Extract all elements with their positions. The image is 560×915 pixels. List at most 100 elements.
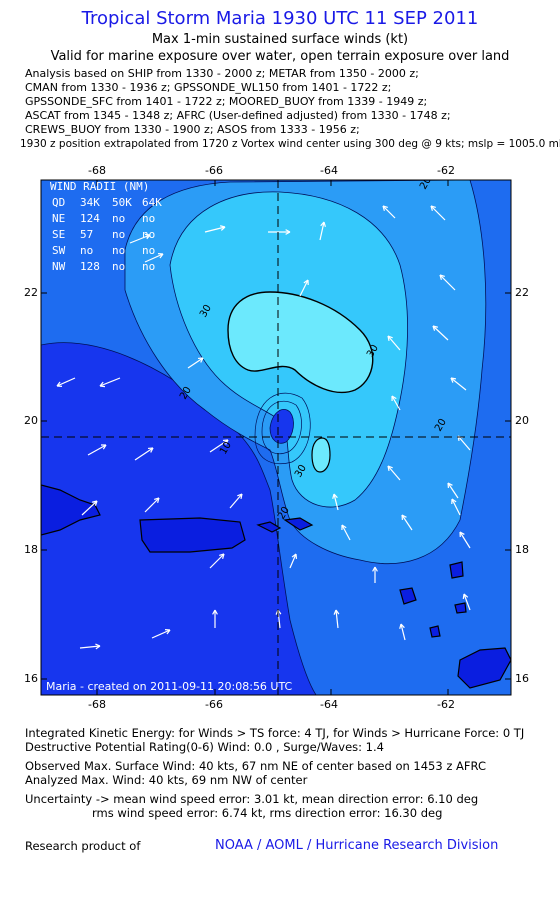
wind-radii-title: WIND RADII (NM)	[50, 180, 149, 193]
wind-radii-cell: no	[142, 260, 155, 273]
wind-arrow-head	[447, 482, 453, 486]
wind-arrow-head	[240, 493, 243, 500]
wind-arrow	[204, 226, 226, 233]
wind-arrow	[457, 435, 471, 451]
wind-arrow	[430, 205, 446, 221]
virgin-islands-outline	[256, 517, 314, 533]
contour-label: 20	[418, 175, 434, 192]
wind-arrow	[400, 623, 406, 641]
wind-radii-cell: no	[112, 244, 125, 257]
wind-arrow-head	[387, 465, 393, 469]
lon-tick-bottom: -68	[88, 698, 106, 711]
wind-arrow-head	[387, 335, 393, 339]
dpr-text: Destructive Potential Rating(0-6) Wind: …	[25, 740, 384, 754]
lon-tick-bottom: -62	[437, 698, 455, 711]
contour-40kt	[227, 291, 374, 394]
wind-radii-cell: no	[142, 228, 155, 241]
wind-arrow-head	[387, 465, 390, 472]
wind-arrow-head	[320, 221, 325, 227]
credit-link[interactable]: NOAA / AOML / Hurricane Research Divisio…	[215, 838, 499, 853]
ike-text: Integrated Kinetic Energy: for Winds > T…	[25, 726, 525, 740]
lon-tick-top: -68	[88, 164, 106, 177]
lat-tick-left: 16	[24, 672, 38, 685]
wind-arrow-head	[285, 231, 291, 235]
wind-arrow-head	[323, 221, 326, 227]
wind-arrow-head	[430, 205, 433, 211]
lat-tick-right: 16	[515, 672, 529, 685]
wind-arrow-head	[450, 377, 457, 380]
wind-arrow	[229, 493, 243, 509]
wind-arrow-head	[150, 447, 154, 453]
wind-arrow	[439, 274, 456, 291]
wind-arrow-head	[166, 629, 171, 635]
wind-arrow	[87, 444, 107, 456]
wind-arrow-head	[333, 493, 338, 499]
wind-radii-table: WIND RADII (NM) QD 34K 50K 64K NE 124 no no…	[50, 180, 162, 273]
wind-arrow-head	[99, 381, 104, 387]
wind-arrow	[401, 514, 413, 531]
wind-arrow-head	[400, 623, 405, 629]
wind-arrow	[387, 335, 401, 351]
wind-arrow-head	[463, 593, 469, 598]
map-frame	[40, 179, 512, 696]
wind-arrow	[144, 253, 164, 263]
wind-arrow	[99, 377, 121, 387]
lat-tick-right: 20	[515, 414, 529, 427]
wind-arrow-head	[372, 566, 376, 572]
wind-arrow	[79, 645, 101, 649]
wind-arrow-head	[157, 497, 160, 503]
radii-header-qd: QD	[52, 196, 65, 209]
wind-arrow	[432, 325, 449, 341]
research-label: Research product of	[25, 839, 141, 853]
wind-arrow-head	[291, 553, 297, 558]
wind-arrow	[81, 500, 98, 516]
map-ticks	[41, 180, 511, 695]
wind-arrow-head	[285, 229, 291, 233]
wind-arrow	[299, 279, 309, 297]
wind-radii-cell: no	[142, 244, 155, 257]
lon-tick-top: -64	[320, 164, 338, 177]
wind-arrow	[450, 377, 467, 391]
uncertainty-mean-text: Uncertainty -> mean wind speed error: 3.…	[25, 792, 479, 806]
wind-arrow-head	[341, 524, 347, 529]
wind-arrow-head	[225, 439, 229, 445]
wind-arrow-head	[222, 553, 225, 559]
lon-tick-top: -62	[437, 164, 455, 177]
wind-arrow	[333, 493, 339, 511]
wind-arrow-head	[335, 609, 340, 615]
wind-arrow-head	[219, 553, 225, 556]
wind-arrow-head	[387, 335, 390, 342]
wind-arrow-head	[214, 609, 218, 615]
wind-arrow-head	[92, 500, 98, 503]
wind-arrow	[391, 395, 401, 411]
wind-arrow	[151, 629, 171, 639]
analysis-line: ASCAT from 1345 - 1348 z; AFRC (User-def…	[25, 109, 451, 122]
vortex-note: 1930 z position extrapolated from 1720 z…	[20, 138, 560, 150]
wind-radii-cell: 124	[80, 212, 100, 225]
center-low	[269, 409, 294, 444]
wind-arrow-head	[382, 205, 385, 211]
created-label: Maria - created on 2011-09-11 20:08:56 U…	[46, 680, 293, 693]
lon-tick-bottom: -64	[320, 698, 338, 711]
wind-arrow-head	[374, 566, 378, 572]
wind-arrow-head	[439, 274, 445, 277]
analyzed-max-text: Analyzed Max. Wind: 40 kts, 69 nm NW of …	[25, 773, 308, 787]
wind-arrow-head	[200, 357, 204, 363]
wind-arrow-head	[450, 377, 454, 383]
wind-arrow-head	[462, 593, 465, 600]
wind-vectors	[56, 205, 471, 650]
lon-tick-bottom: -66	[205, 698, 223, 711]
radii-header-34k: 34K	[80, 196, 100, 209]
wind-radii-cell: no	[80, 244, 93, 257]
wind-arrow	[387, 465, 401, 481]
wind-arrow-head	[99, 385, 106, 388]
wind-radii-cell: no	[112, 260, 125, 273]
wind-arrow-head	[220, 226, 226, 231]
wind-arrow-head	[401, 514, 407, 518]
wind-arrow-head	[144, 233, 151, 236]
wind-arrow	[209, 553, 225, 569]
wind-arrow	[129, 234, 151, 244]
lat-tick-right: 18	[515, 543, 529, 556]
radii-header-64k: 64K	[142, 196, 162, 209]
